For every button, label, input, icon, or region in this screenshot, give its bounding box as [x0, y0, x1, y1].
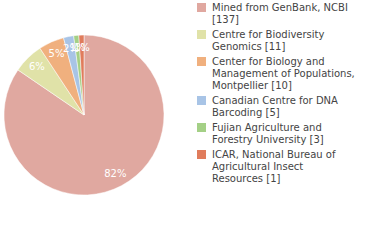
- svg-text:82%: 82%: [104, 168, 126, 179]
- html-text:Mined from GenBank, NCBI [137]: Mined from GenBank, NCBI [137]: [212, 2, 348, 25]
- html-text:Fujian Agriculture and Forestr: Fujian Agriculture and Forestry Universi…: [212, 122, 324, 145]
- html-text:Canadian Centre for DNA Barcod: Canadian Centre for DNA Barcoding [5]: [212, 95, 338, 118]
- html-text:ICAR, National Bureau of Agric: ICAR, National Bureau of Agricultural In…: [212, 149, 336, 184]
- svg-text:5%: 5%: [49, 48, 65, 59]
- svg-text:1%: 1%: [74, 42, 90, 53]
- svg-text:6%: 6%: [29, 61, 45, 72]
- html-text:Center for Biology and Managem: Center for Biology and Management of Pop…: [212, 56, 355, 91]
- html-text:Centre for Biodiversity Genomi: Centre for Biodiversity Genomics [11]: [212, 29, 325, 52]
